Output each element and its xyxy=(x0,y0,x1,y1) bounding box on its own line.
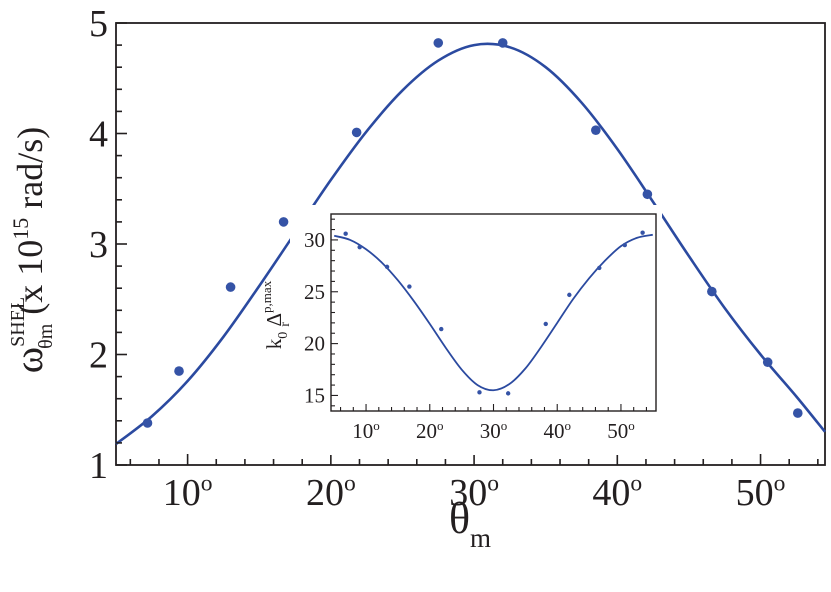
main-x-tick-label: 40o xyxy=(592,471,642,514)
inset-data-point xyxy=(384,264,390,270)
inset-data-point xyxy=(640,230,645,235)
main-data-point xyxy=(642,189,653,200)
inset-data-point xyxy=(567,292,572,298)
main-data-point xyxy=(497,38,508,48)
main-data-point xyxy=(792,408,803,418)
inset-y-tick-label: 30 xyxy=(304,228,325,252)
main-y-tick-label: 4 xyxy=(89,113,108,155)
main-x-tick-label: 20o xyxy=(306,471,356,514)
inset-data-point xyxy=(622,242,627,248)
main-x-tick-label: 30o xyxy=(449,471,499,514)
y-axis-label: ωSHEL θm (x 1015 rad/s) xyxy=(6,127,57,373)
main-data-point xyxy=(762,357,773,368)
main-y-tick-label: 1 xyxy=(89,445,108,487)
main-data-point xyxy=(707,286,717,297)
main-data-point xyxy=(142,418,153,428)
main-data-point xyxy=(351,127,362,138)
main-y-tick-label: 5 xyxy=(89,3,108,45)
inset-data-point xyxy=(407,284,412,289)
main-x-tick-label: 10o xyxy=(163,471,213,514)
main-x-tick-label: 50o xyxy=(736,471,786,514)
inset-x-tick-label: 40o xyxy=(543,418,571,443)
x-axis-label: θm xyxy=(449,494,491,553)
main-data-point xyxy=(591,125,601,135)
inset-y-tick-label: 20 xyxy=(304,332,325,356)
inset-y-axis-label: k0 Δp,maxr xyxy=(259,280,293,349)
inset-frame xyxy=(330,213,657,412)
inset-data-point xyxy=(543,321,548,327)
main-plot: 10o 20o 30o 40o 50o 1 2 3 4 5 θm ωSHEL θm (x 1015 ra… xyxy=(6,3,827,553)
inset-x-tick-label: 30o xyxy=(480,418,508,443)
inset-x-tick-label: 10o xyxy=(352,418,380,443)
main-data-point xyxy=(225,282,236,292)
inset-data-point xyxy=(597,265,602,271)
main-data-point xyxy=(174,366,184,376)
inset-data-point xyxy=(505,391,511,396)
main-data-point xyxy=(433,38,444,48)
inset-data-point xyxy=(477,390,482,395)
main-y-tick-label: 3 xyxy=(89,224,108,266)
inset-plot: 10o 20o 30o 40o 50o 15 20 25 30 k0 Δp,maxr xyxy=(259,205,662,455)
main-y-tick-label: 2 xyxy=(89,334,108,376)
inset-data-point xyxy=(343,231,348,236)
inset-data-point xyxy=(439,326,444,332)
inset-x-tick-label: 20o xyxy=(416,418,444,443)
inset-y-tick-label: 25 xyxy=(304,280,325,304)
main-data-point xyxy=(278,217,289,227)
inset-x-tick-label: 50o xyxy=(607,418,635,443)
inset-data-point xyxy=(357,244,362,250)
inset-y-tick-label: 15 xyxy=(304,384,325,408)
